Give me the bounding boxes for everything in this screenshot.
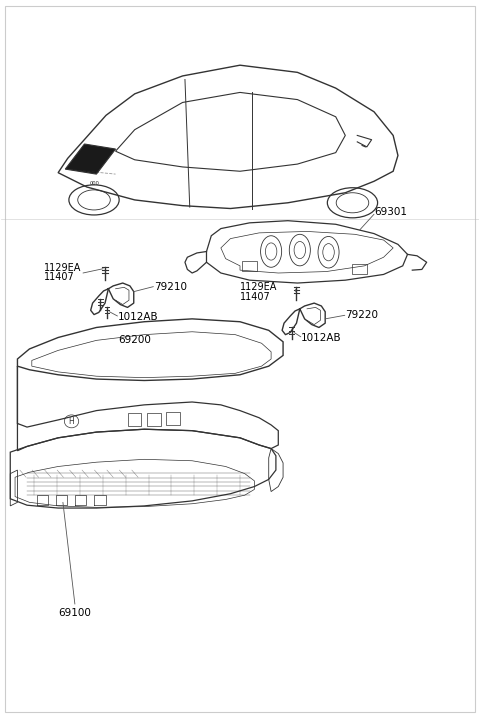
Text: 1012AB: 1012AB	[301, 332, 342, 342]
Text: 79210: 79210	[154, 281, 187, 292]
Text: 69100: 69100	[59, 608, 91, 618]
Text: H: H	[69, 417, 74, 426]
Text: 11407: 11407	[240, 292, 271, 302]
Text: OOO: OOO	[90, 181, 99, 186]
Text: 69200: 69200	[118, 335, 151, 345]
Text: 1129EA: 1129EA	[44, 263, 81, 273]
Text: 1129EA: 1129EA	[240, 282, 277, 292]
Text: 1012AB: 1012AB	[118, 312, 158, 322]
Text: 11407: 11407	[44, 272, 74, 282]
Text: 79220: 79220	[345, 310, 378, 320]
Text: 69301: 69301	[374, 207, 407, 217]
Polygon shape	[65, 144, 116, 174]
